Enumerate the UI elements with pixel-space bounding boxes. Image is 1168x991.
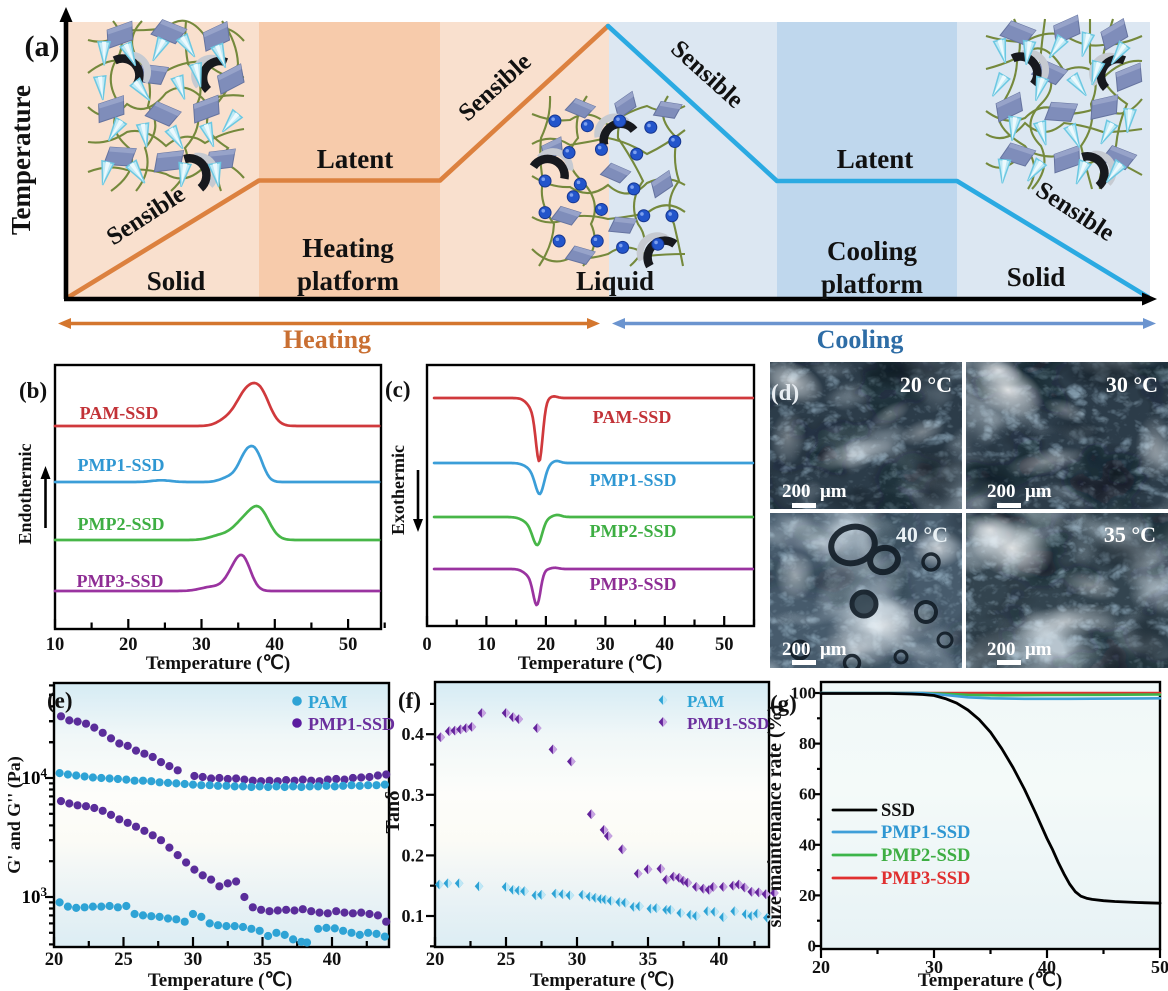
svg-text:25: 25 [497, 950, 516, 970]
svg-text:PAM-SSD: PAM-SSD [593, 407, 672, 427]
svg-text:(c): (c) [385, 377, 411, 402]
svg-text:0: 0 [422, 635, 431, 655]
svg-text:PAM: PAM [308, 692, 348, 712]
svg-text:(e): (e) [47, 688, 73, 713]
svg-text:20: 20 [426, 950, 445, 970]
svg-text:PMP2-SSD: PMP2-SSD [78, 514, 165, 534]
svg-text:35: 35 [639, 950, 658, 970]
svg-text:(f): (f) [398, 688, 421, 713]
svg-text:40: 40 [710, 950, 729, 970]
svg-text:Solid: Solid [1007, 262, 1066, 292]
svg-text:Heating: Heating [302, 233, 394, 263]
svg-text:Temperature (℃): Temperature (℃) [146, 653, 290, 674]
svg-text:20 °C: 20 °C [900, 372, 952, 397]
svg-text:Heating: Heating [283, 325, 371, 354]
svg-text:PMP2-SSD: PMP2-SSD [590, 521, 677, 541]
svg-text:20: 20 [812, 957, 830, 977]
svg-text:30: 30 [192, 635, 211, 655]
svg-text:40: 40 [323, 950, 342, 970]
svg-text:20: 20 [119, 635, 138, 655]
svg-text:Tanδ: Tanδ [382, 790, 404, 833]
svg-text:30: 30 [596, 635, 615, 655]
svg-text:Latent: Latent [317, 144, 394, 174]
svg-text:10: 10 [477, 635, 496, 655]
svg-text:100: 100 [791, 684, 817, 703]
svg-text:PMP2-SSD: PMP2-SSD [881, 846, 970, 866]
svg-text:(d): (d) [771, 380, 799, 405]
svg-text:200 μm: 200 μm [782, 481, 847, 502]
svg-text:0.2: 0.2 [402, 845, 425, 865]
svg-text:200 μm: 200 μm [782, 639, 847, 660]
svg-text:200 μm: 200 μm [987, 639, 1052, 660]
svg-text:104: 104 [22, 765, 48, 789]
svg-text:30: 30 [184, 950, 203, 970]
svg-text:20: 20 [799, 886, 816, 905]
svg-text:Liquid: Liquid [576, 266, 654, 296]
svg-text:platform: platform [821, 269, 923, 299]
svg-text:0: 0 [808, 937, 817, 956]
svg-text:35: 35 [253, 950, 272, 970]
svg-text:50: 50 [715, 635, 734, 655]
svg-text:50: 50 [1151, 957, 1168, 977]
svg-text:PAM-SSD: PAM-SSD [80, 403, 159, 423]
svg-text:Temperature (℃): Temperature (℃) [530, 970, 674, 991]
svg-text:Temperature (℃): Temperature (℃) [918, 970, 1062, 991]
svg-text:PMP3-SSD: PMP3-SSD [881, 869, 970, 889]
svg-text:40: 40 [266, 635, 285, 655]
svg-text:Solid: Solid [147, 266, 206, 296]
svg-text:Latent: Latent [837, 144, 914, 174]
svg-text:50: 50 [339, 635, 358, 655]
svg-text:Cooling: Cooling [827, 236, 918, 266]
svg-text:PMP1-SSD: PMP1-SSD [687, 714, 769, 733]
svg-text:size maintenance rate (%): size maintenance rate (%) [764, 705, 786, 928]
svg-text:SSD: SSD [881, 801, 915, 821]
svg-text:25: 25 [114, 950, 133, 970]
svg-text:0.3: 0.3 [402, 785, 425, 805]
svg-text:PMP1-SSD: PMP1-SSD [308, 714, 395, 734]
svg-text:PMP1-SSD: PMP1-SSD [590, 470, 677, 490]
svg-text:60: 60 [799, 785, 816, 804]
svg-text:40 °C: 40 °C [896, 522, 948, 547]
svg-text:G' and G'' (Pa): G' and G'' (Pa) [4, 756, 25, 874]
svg-text:(b): (b) [19, 378, 47, 403]
svg-text:80: 80 [799, 734, 816, 753]
svg-text:30: 30 [568, 950, 587, 970]
svg-text:0.4: 0.4 [402, 724, 425, 744]
svg-text:Exothermic: Exothermic [388, 445, 408, 535]
svg-text:200 μm: 200 μm [987, 481, 1052, 502]
svg-text:PMP3-SSD: PMP3-SSD [590, 574, 677, 594]
svg-text:PMP1-SSD: PMP1-SSD [881, 823, 970, 843]
svg-text:20: 20 [537, 635, 556, 655]
svg-text:40: 40 [1038, 957, 1056, 977]
svg-text:103: 103 [22, 884, 48, 908]
svg-text:Endothermic: Endothermic [15, 443, 35, 544]
svg-text:35 °C: 35 °C [1104, 522, 1156, 547]
svg-text:30 °C: 30 °C [1106, 372, 1158, 397]
svg-text:PMP3-SSD: PMP3-SSD [77, 571, 164, 591]
svg-text:0.1: 0.1 [402, 906, 425, 926]
svg-text:20: 20 [45, 950, 64, 970]
svg-text:10: 10 [46, 635, 65, 655]
svg-text:PAM: PAM [687, 692, 724, 711]
svg-text:Temperature (℃): Temperature (℃) [148, 970, 292, 991]
svg-text:PMP1-SSD: PMP1-SSD [78, 455, 165, 475]
svg-text:30: 30 [925, 957, 943, 977]
svg-text:(a): (a) [25, 30, 60, 63]
svg-text:40: 40 [656, 635, 675, 655]
svg-text:(g): (g) [770, 691, 797, 716]
svg-text:Cooling: Cooling [817, 325, 904, 354]
svg-text:platform: platform [297, 266, 399, 296]
svg-text:40: 40 [799, 835, 816, 854]
svg-text:Temperature (℃): Temperature (℃) [518, 653, 662, 674]
svg-text:Temperature: Temperature [6, 85, 36, 235]
